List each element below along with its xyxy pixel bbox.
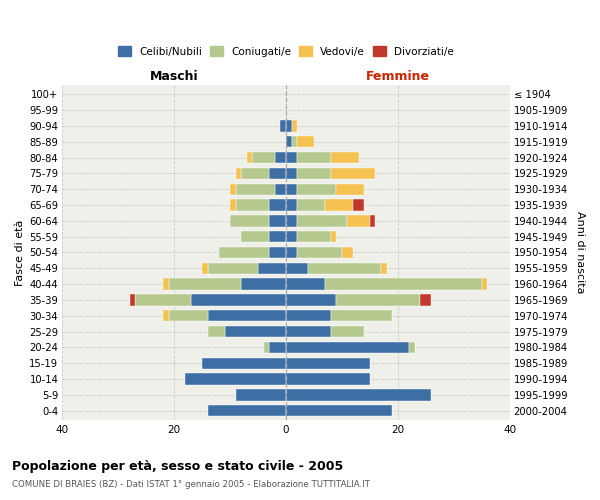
Bar [420,294,431,306]
Bar [370,215,376,226]
Bar [241,231,269,242]
Bar [297,231,331,242]
Y-axis label: Fasce di età: Fasce di età [15,220,25,286]
Bar [269,168,286,179]
Bar [331,168,376,179]
Bar [236,200,269,210]
Bar [202,262,208,274]
Bar [236,389,286,400]
Bar [163,278,169,290]
Bar [297,152,331,164]
Bar [208,262,258,274]
Bar [286,120,292,132]
Bar [292,120,297,132]
Bar [308,262,381,274]
Bar [286,358,370,369]
Legend: Celibi/Nubili, Coniugati/e, Vedovi/e, Divorziati/e: Celibi/Nubili, Coniugati/e, Vedovi/e, Di… [118,46,454,56]
Bar [292,136,297,147]
Bar [230,200,236,210]
Bar [269,231,286,242]
Bar [286,374,370,384]
Bar [336,294,420,306]
Bar [482,278,487,290]
Bar [297,184,336,195]
Bar [269,215,286,226]
Bar [219,247,269,258]
Bar [286,326,331,338]
Bar [325,200,353,210]
Bar [331,152,359,164]
Bar [247,152,253,164]
Y-axis label: Anni di nascita: Anni di nascita [575,211,585,294]
Bar [297,247,342,258]
Bar [347,215,370,226]
Bar [331,231,336,242]
Bar [325,278,482,290]
Bar [241,278,286,290]
Bar [269,342,286,353]
Bar [280,120,286,132]
Bar [297,200,325,210]
Bar [286,262,308,274]
Bar [286,247,297,258]
Bar [275,152,286,164]
Bar [409,342,415,353]
Bar [253,152,275,164]
Bar [130,294,135,306]
Bar [208,326,224,338]
Bar [331,310,392,322]
Bar [353,200,364,210]
Bar [286,231,297,242]
Bar [286,342,409,353]
Bar [286,294,336,306]
Text: COMUNE DI BRAIES (BZ) - Dati ISTAT 1° gennaio 2005 - Elaborazione TUTTITALIA.IT: COMUNE DI BRAIES (BZ) - Dati ISTAT 1° ge… [12,480,370,489]
Bar [286,215,297,226]
Text: Femmine: Femmine [366,70,430,84]
Bar [258,262,286,274]
Bar [269,200,286,210]
Bar [185,374,286,384]
Bar [135,294,191,306]
Bar [263,342,269,353]
Text: Popolazione per età, sesso e stato civile - 2005: Popolazione per età, sesso e stato civil… [12,460,343,473]
Bar [163,310,169,322]
Bar [297,136,314,147]
Bar [286,152,297,164]
Bar [286,389,431,400]
Bar [297,168,331,179]
Bar [381,262,386,274]
Bar [230,215,269,226]
Bar [230,184,236,195]
Bar [297,215,347,226]
Bar [336,184,364,195]
Bar [202,358,286,369]
Bar [208,405,286,416]
Bar [208,310,286,322]
Bar [286,136,292,147]
Bar [286,200,297,210]
Bar [236,184,275,195]
Bar [286,168,297,179]
Bar [286,184,297,195]
Bar [269,247,286,258]
Bar [191,294,286,306]
Bar [236,168,241,179]
Bar [342,247,353,258]
Bar [169,310,208,322]
Bar [241,168,269,179]
Bar [331,326,364,338]
Bar [286,278,325,290]
Bar [275,184,286,195]
Bar [286,310,331,322]
Bar [224,326,286,338]
Text: Maschi: Maschi [150,70,199,84]
Bar [286,405,392,416]
Bar [169,278,241,290]
